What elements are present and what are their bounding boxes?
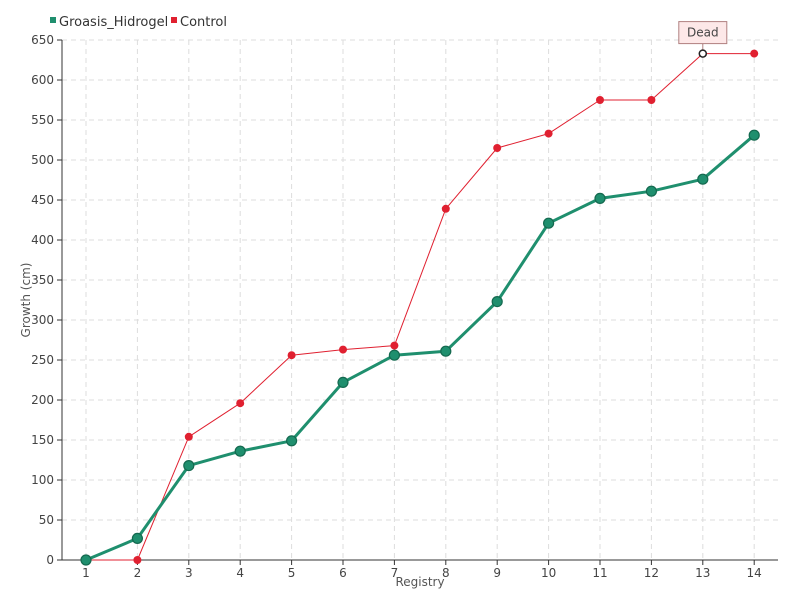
y-tick-label: 100 [31,473,54,487]
x-tick-label: 1 [82,566,90,580]
series-control [82,49,759,564]
y-tick-label: 150 [31,433,54,447]
y-tick-label: 250 [31,353,54,367]
data-point-groasis-hidrogel [80,554,92,566]
x-tick-label: 3 [185,566,193,580]
legend-swatch-groasis [50,17,56,23]
data-point-groasis-hidrogel [542,217,555,229]
data-point-control [750,49,759,58]
x-tick-label: 9 [493,566,501,580]
y-tick-label: 0 [46,553,54,567]
x-tick-labels: 1 2 3 4 5 6 7 8 9 10 11 12 13 14 [82,560,762,580]
y-tick-label: 550 [31,113,54,127]
y-tick-label: 50 [39,513,54,527]
data-point-control [184,432,193,441]
y-tick-label: 300 [31,313,54,327]
annotation-label: Dead [687,26,719,40]
data-point-groasis-hidrogel [440,345,452,357]
x-axis-title: Registry [395,575,444,589]
annotation-layer: Dead [678,21,728,58]
data-point-control [236,399,245,408]
data-point-groasis-hidrogel [234,445,246,457]
data-point-control [287,351,296,360]
series-line-control [86,53,755,561]
x-tick-label: 11 [592,566,607,580]
x-tick-label: 5 [288,566,296,580]
data-point-control [493,144,502,152]
data-point-groasis-hidrogel [183,460,195,472]
data-point-groasis-hidrogel [286,435,298,447]
y-tick-label: 450 [31,193,54,207]
y-tick-label: 500 [31,153,54,167]
data-point-groasis-hidrogel [697,173,709,185]
x-tick-label: 14 [747,566,762,580]
data-point-control [544,129,553,138]
y-tick-labels: 0 50 100 150 200 250 300 350 400 450 500 550 600 650 [31,33,62,567]
data-point-groasis-hidrogel [491,296,503,308]
series-layer [80,49,760,566]
grid-lines [62,39,778,560]
data-point-groasis-hidrogel [337,376,349,388]
data-point-groasis-hidrogel [388,349,400,361]
data-point-control [133,556,142,564]
data-point-control [647,96,656,104]
data-point-control [390,341,399,350]
x-tick-label: 7 [391,566,399,580]
axes [61,40,778,561]
legend-label-control: Control [180,15,227,30]
y-tick-label: 350 [31,273,54,287]
annotation-marker [698,49,708,58]
x-tick-label: 2 [134,566,142,580]
x-tick-label: 4 [236,566,244,580]
x-tick-label: 12 [644,566,659,580]
data-point-control [596,96,604,104]
legend-label-groasis: Groasis_Hidrogel [59,15,168,30]
y-tick-label: 600 [31,73,54,87]
data-point-control [441,204,450,213]
legend: Groasis_Hidrogel Control [50,15,227,30]
data-point-groasis-hidrogel [645,185,658,197]
x-tick-label: 8 [442,566,450,580]
data-point-groasis-hidrogel [131,532,143,545]
x-tick-label: 13 [695,566,710,580]
y-axis-title: Growth (cm) [19,263,33,338]
x-tick-label: 10 [541,566,556,580]
y-tick-label: 200 [31,393,54,407]
y-tick-label: 400 [31,233,54,247]
data-point-groasis-hidrogel [594,192,606,204]
data-point-groasis-hidrogel [748,129,760,141]
series-line-groasis-hidrogel [85,134,756,562]
x-tick-label: 6 [339,566,347,580]
data-point-control [339,345,347,354]
annotation-callout: Dead [678,21,728,58]
legend-swatch-control [171,17,177,23]
y-tick-label: 650 [31,33,54,47]
series-groasis-hidrogel [80,129,760,566]
